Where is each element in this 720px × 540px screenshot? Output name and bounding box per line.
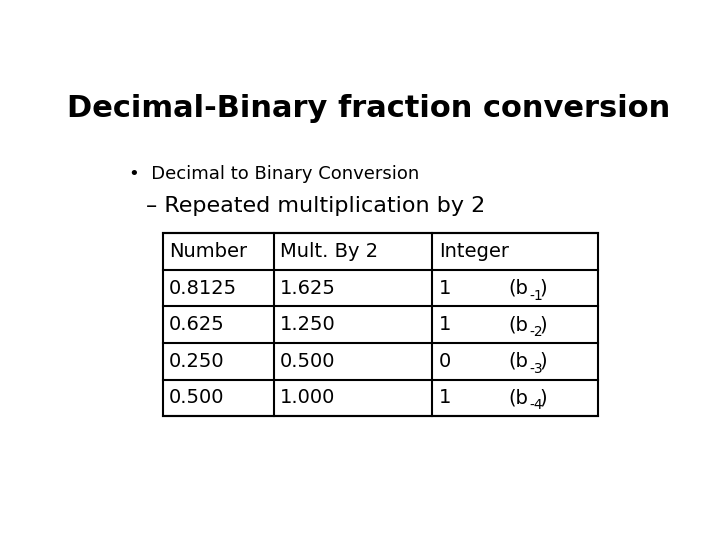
Text: ): )	[540, 315, 547, 334]
Bar	[163, 233, 598, 416]
Text: (b: (b	[508, 388, 528, 407]
Text: Decimal-Binary fraction conversion: Decimal-Binary fraction conversion	[68, 94, 670, 123]
Text: ): )	[540, 352, 547, 371]
Text: 0.625: 0.625	[169, 315, 225, 334]
Text: -4: -4	[530, 399, 544, 413]
Text: 0.250: 0.250	[169, 352, 225, 371]
Text: -1: -1	[530, 288, 544, 302]
Text: ): )	[540, 279, 547, 298]
Text: -2: -2	[530, 325, 544, 339]
Text: Mult. By 2: Mult. By 2	[280, 242, 378, 261]
Text: (b: (b	[508, 279, 528, 298]
Text: ): )	[540, 388, 547, 407]
Text: 1.625: 1.625	[280, 279, 336, 298]
Text: 0.8125: 0.8125	[169, 279, 238, 298]
Text: (b: (b	[508, 352, 528, 371]
Text: 1: 1	[439, 279, 451, 298]
Text: Number: Number	[169, 242, 248, 261]
Text: 0: 0	[439, 352, 451, 371]
Text: 0.500: 0.500	[280, 352, 336, 371]
Text: •  Decimal to Binary Conversion: • Decimal to Binary Conversion	[129, 165, 419, 183]
Text: 0.500: 0.500	[169, 388, 225, 407]
Text: (b: (b	[508, 315, 528, 334]
Text: 1.250: 1.250	[280, 315, 336, 334]
Text: -3: -3	[530, 362, 544, 376]
Text: 1.000: 1.000	[280, 388, 336, 407]
Text: 1: 1	[439, 315, 451, 334]
Text: 1: 1	[439, 388, 451, 407]
Text: Integer: Integer	[439, 242, 509, 261]
Text: – Repeated multiplication by 2: – Repeated multiplication by 2	[145, 196, 485, 216]
